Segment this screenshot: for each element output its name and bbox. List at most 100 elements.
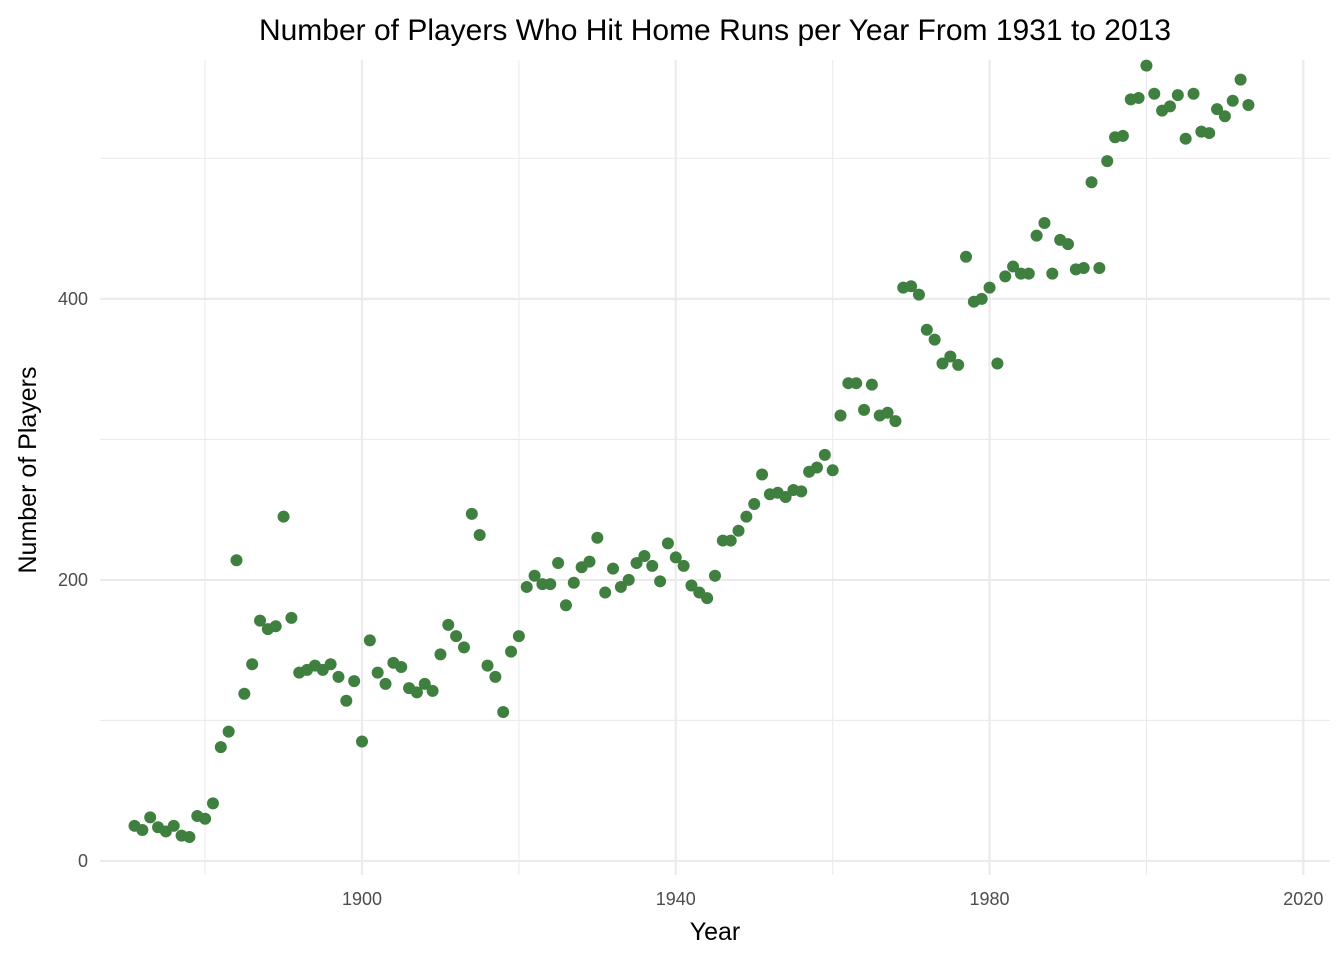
data-point bbox=[865, 378, 878, 391]
data-point bbox=[1093, 261, 1106, 274]
data-point bbox=[1203, 127, 1216, 140]
grid-lines bbox=[100, 60, 1330, 875]
data-point bbox=[567, 576, 580, 589]
data-point bbox=[920, 323, 933, 336]
data-point bbox=[426, 684, 439, 697]
data-point bbox=[952, 358, 965, 371]
data-point bbox=[1046, 267, 1059, 280]
data-point bbox=[638, 550, 651, 563]
data-points bbox=[128, 59, 1255, 844]
data-point bbox=[1242, 98, 1255, 111]
data-point bbox=[756, 468, 769, 481]
data-point bbox=[144, 811, 157, 824]
data-point bbox=[1226, 94, 1239, 107]
data-point bbox=[544, 578, 557, 591]
data-point bbox=[371, 666, 384, 679]
data-point bbox=[410, 686, 423, 699]
y-tick-label: 200 bbox=[58, 570, 88, 590]
data-point bbox=[826, 464, 839, 477]
data-point bbox=[912, 288, 925, 301]
data-point bbox=[1038, 217, 1051, 229]
data-point bbox=[167, 819, 180, 832]
data-point bbox=[936, 357, 949, 370]
data-point bbox=[1187, 87, 1200, 100]
data-point bbox=[277, 510, 290, 523]
data-point bbox=[230, 554, 243, 567]
data-point bbox=[1022, 267, 1035, 280]
data-point bbox=[677, 559, 690, 572]
data-point bbox=[1140, 59, 1153, 72]
data-point bbox=[183, 831, 196, 844]
data-point bbox=[583, 555, 596, 568]
data-point bbox=[614, 580, 627, 593]
data-point bbox=[136, 824, 149, 837]
data-point bbox=[724, 534, 737, 547]
data-point bbox=[363, 634, 376, 647]
x-tick-label: 1940 bbox=[656, 889, 696, 909]
data-point bbox=[1061, 238, 1074, 251]
data-point bbox=[960, 250, 973, 263]
y-axis-ticks: 0 200 400 bbox=[58, 289, 88, 871]
y-tick-label: 400 bbox=[58, 289, 88, 309]
data-point bbox=[559, 599, 572, 612]
data-point bbox=[1085, 176, 1098, 189]
data-point bbox=[740, 510, 753, 523]
data-point bbox=[991, 357, 1004, 370]
data-point bbox=[489, 670, 502, 683]
data-point bbox=[1234, 73, 1247, 86]
data-point bbox=[591, 531, 604, 544]
y-axis-title: Number of Players bbox=[14, 366, 42, 573]
data-point bbox=[528, 569, 541, 582]
data-point bbox=[881, 406, 894, 419]
data-point bbox=[1077, 261, 1090, 274]
data-point bbox=[1171, 89, 1184, 102]
data-point bbox=[1030, 229, 1043, 242]
data-point bbox=[654, 575, 667, 588]
data-point bbox=[858, 403, 871, 416]
data-point bbox=[246, 658, 259, 671]
data-point bbox=[418, 677, 431, 690]
data-point bbox=[732, 524, 745, 537]
data-point bbox=[1218, 110, 1231, 123]
data-point bbox=[222, 725, 235, 738]
data-point bbox=[779, 491, 792, 504]
data-point bbox=[356, 735, 369, 748]
data-point bbox=[285, 611, 298, 624]
data-point bbox=[1116, 129, 1129, 142]
data-point bbox=[944, 350, 957, 363]
data-point bbox=[552, 557, 565, 570]
data-point bbox=[748, 498, 761, 511]
data-point bbox=[457, 641, 470, 654]
data-point bbox=[810, 461, 823, 474]
data-point bbox=[669, 551, 682, 564]
data-point bbox=[395, 661, 408, 674]
data-point bbox=[332, 670, 345, 683]
data-point bbox=[450, 630, 463, 643]
data-point bbox=[512, 630, 525, 643]
data-point bbox=[481, 659, 494, 672]
data-point bbox=[975, 292, 988, 305]
data-point bbox=[1007, 260, 1020, 273]
data-point bbox=[379, 677, 392, 690]
y-tick-label: 0 bbox=[78, 851, 88, 871]
data-point bbox=[1148, 87, 1161, 100]
data-point bbox=[238, 687, 251, 700]
data-point bbox=[520, 580, 533, 593]
data-point bbox=[340, 694, 353, 707]
x-tick-label: 1980 bbox=[970, 889, 1010, 909]
data-point bbox=[607, 562, 620, 575]
data-point bbox=[599, 586, 612, 599]
data-point bbox=[983, 281, 996, 294]
data-point bbox=[497, 706, 510, 718]
data-point bbox=[1163, 100, 1176, 113]
data-point bbox=[254, 614, 267, 627]
data-point bbox=[999, 270, 1012, 283]
data-point bbox=[661, 537, 674, 550]
data-point bbox=[709, 569, 721, 582]
data-point bbox=[214, 741, 227, 754]
data-point bbox=[269, 620, 282, 633]
data-point bbox=[1101, 155, 1114, 168]
data-point bbox=[685, 579, 698, 592]
data-point bbox=[434, 648, 447, 661]
